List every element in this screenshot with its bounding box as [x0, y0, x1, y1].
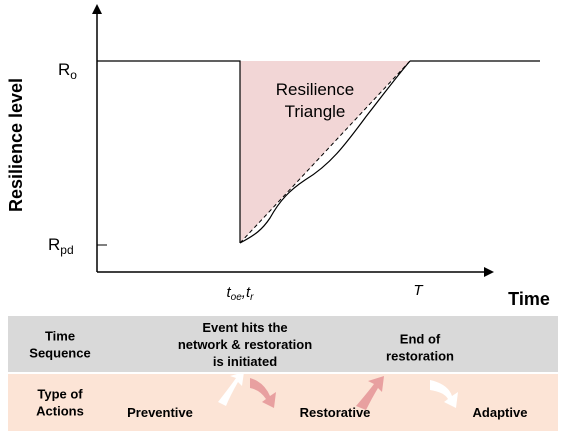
- table-text: End of: [400, 332, 441, 347]
- table-text: network & restoration: [178, 337, 312, 352]
- table-text: Time: [45, 329, 75, 344]
- table-text: Adaptive: [473, 405, 528, 420]
- table-text: restoration: [386, 349, 454, 364]
- table-text: Event hits the: [202, 320, 287, 335]
- triangle-fill: [240, 61, 410, 243]
- row-bg: [8, 374, 558, 431]
- table-text: Restorative: [300, 405, 371, 420]
- y-axis-label: Resilience level: [6, 78, 26, 212]
- x-axis-label: Time: [508, 289, 550, 309]
- arrow-icon: [218, 372, 244, 406]
- table-text: Preventive: [127, 405, 193, 420]
- y-label: Ro: [58, 60, 77, 82]
- table-text: Actions: [36, 404, 84, 419]
- arrow-icon: [250, 378, 276, 408]
- recovery-curve: [239, 60, 411, 244]
- row-bg: [8, 316, 558, 372]
- table-text: Sequence: [29, 346, 90, 361]
- y-label: Rpd: [48, 235, 74, 257]
- annotation: Triangle: [285, 102, 346, 121]
- x-label: T: [413, 282, 424, 299]
- arrow-icon: [430, 380, 458, 408]
- table-text: is initiated: [213, 354, 277, 369]
- annotation: Resilience: [276, 80, 354, 99]
- arrow-icon: [356, 376, 384, 410]
- table-text: Type of: [37, 387, 83, 402]
- x-label: toe,tr: [227, 284, 255, 303]
- resilience-curve: [97, 60, 241, 243]
